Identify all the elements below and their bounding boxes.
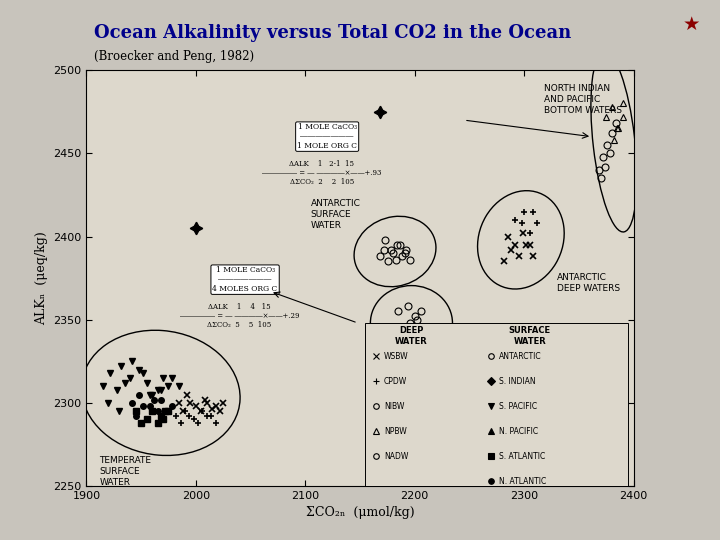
Text: CPDW: CPDW	[384, 377, 408, 386]
Text: ★: ★	[683, 15, 700, 34]
Text: NADW: NADW	[384, 451, 408, 461]
Text: NPBW: NPBW	[384, 427, 407, 436]
Text: TEMPERATE
SURFACE
WATER: TEMPERATE SURFACE WATER	[99, 456, 151, 487]
Text: DEEP
WATER: DEEP WATER	[395, 326, 428, 346]
FancyBboxPatch shape	[366, 323, 628, 506]
Text: S. INDIAN: S. INDIAN	[499, 377, 536, 386]
Text: 1 MOLE CaCO₃
―――――――
4 MOLES ORG C: 1 MOLE CaCO₃ ――――――― 4 MOLES ORG C	[212, 266, 278, 293]
Text: NORTH INDIAN
AND PACIFIC
BOTTOM WATERS: NORTH INDIAN AND PACIFIC BOTTOM WATERS	[544, 84, 622, 114]
Text: N. ATLANTIC: N. ATLANTIC	[499, 476, 546, 485]
Text: NORTH ATLANTIC
DEEP WATER (2.5°C): NORTH ATLANTIC DEEP WATER (2.5°C)	[434, 353, 526, 373]
Text: Ocean Alkalinity versus Total CO2 in the Ocean: Ocean Alkalinity versus Total CO2 in the…	[94, 24, 571, 42]
Text: ΔALK    1   2-1  15
――――― = ― ――――×――+.93
ΔΣCO₂  2    2  105: ΔALK 1 2-1 15 ――――― = ― ――――×――+.93 ΔΣCO…	[262, 160, 382, 186]
Text: S. ATLANTIC: S. ATLANTIC	[499, 451, 545, 461]
X-axis label: ΣCO₂ₙ  (μmol/kg): ΣCO₂ₙ (μmol/kg)	[306, 507, 414, 519]
Text: NIBW: NIBW	[384, 402, 405, 410]
Text: WSBW: WSBW	[384, 352, 409, 361]
Text: (Broecker and Peng, 1982): (Broecker and Peng, 1982)	[94, 50, 253, 63]
Text: ANTARCTIC: ANTARCTIC	[499, 352, 541, 361]
Text: N. PACIFIC: N. PACIFIC	[499, 427, 538, 436]
Text: S. PACIFIC: S. PACIFIC	[499, 402, 537, 410]
Text: SURFACE
WATER: SURFACE WATER	[508, 326, 551, 346]
Text: 1 MOLE CaCO₃
―――――――
1 MOLE ORG C: 1 MOLE CaCO₃ ――――――― 1 MOLE ORG C	[297, 124, 357, 150]
Text: ANTARCTIC
SURFACE
WATER: ANTARCTIC SURFACE WATER	[311, 199, 361, 231]
Y-axis label: ALKₙ  (μeq/kg): ALKₙ (μeq/kg)	[35, 231, 48, 325]
Text: ANTARCTIC
DEEP WATERS: ANTARCTIC DEEP WATERS	[557, 273, 620, 293]
Text: ΔALK    1    4   15
――――― = ― ――――×――+.29
ΔΣCO₂  5    5  105: ΔALK 1 4 15 ――――― = ― ――――×――+.29 ΔΣCO₂ …	[180, 303, 300, 329]
